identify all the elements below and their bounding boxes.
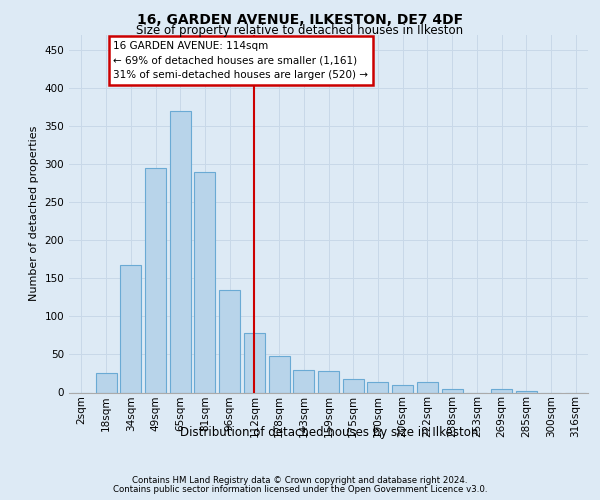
Bar [516, 391, 537, 392]
Text: Contains HM Land Registry data © Crown copyright and database right 2024.: Contains HM Land Registry data © Crown c… [132, 476, 468, 485]
Bar [293, 370, 314, 392]
Bar [95, 374, 116, 392]
Text: 16, GARDEN AVENUE, ILKESTON, DE7 4DF: 16, GARDEN AVENUE, ILKESTON, DE7 4DF [137, 12, 463, 26]
Bar [269, 356, 290, 393]
Bar [170, 111, 191, 392]
Y-axis label: Number of detached properties: Number of detached properties [29, 126, 39, 302]
Text: Contains public sector information licensed under the Open Government Licence v3: Contains public sector information licen… [113, 485, 487, 494]
Bar [491, 388, 512, 392]
Bar [392, 385, 413, 392]
Bar [343, 379, 364, 392]
Bar [318, 371, 339, 392]
Text: Distribution of detached houses by size in Ilkeston: Distribution of detached houses by size … [179, 426, 478, 439]
Text: 16 GARDEN AVENUE: 114sqm
← 69% of detached houses are smaller (1,161)
31% of sem: 16 GARDEN AVENUE: 114sqm ← 69% of detach… [113, 41, 368, 80]
Bar [219, 290, 240, 392]
Text: Size of property relative to detached houses in Ilkeston: Size of property relative to detached ho… [136, 24, 464, 37]
Bar [244, 333, 265, 392]
Bar [367, 382, 388, 392]
Bar [145, 168, 166, 392]
Bar [120, 264, 141, 392]
Bar [417, 382, 438, 392]
Bar [442, 388, 463, 392]
Bar [194, 172, 215, 392]
